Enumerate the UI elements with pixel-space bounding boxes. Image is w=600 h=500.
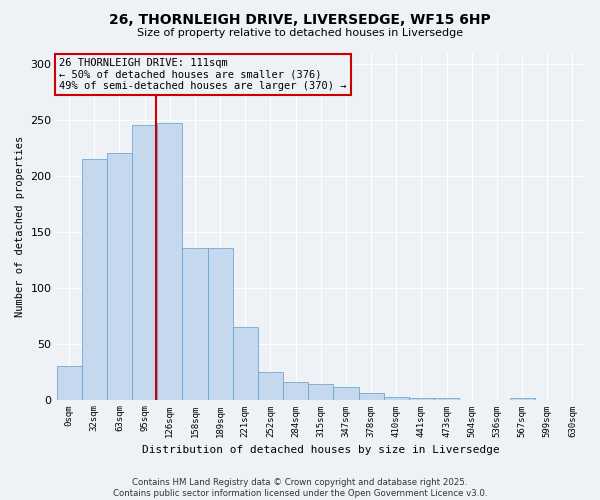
Bar — [107, 154, 132, 400]
Bar — [334, 387, 359, 400]
Bar — [56, 366, 82, 400]
Bar — [283, 382, 308, 400]
Text: Contains HM Land Registry data © Crown copyright and database right 2025.
Contai: Contains HM Land Registry data © Crown c… — [113, 478, 487, 498]
Bar — [157, 123, 182, 400]
Bar — [182, 248, 208, 400]
Bar — [383, 398, 409, 400]
Bar — [233, 327, 258, 400]
Bar — [409, 398, 434, 400]
Bar — [258, 372, 283, 400]
Text: 26, THORNLEIGH DRIVE, LIVERSEDGE, WF15 6HP: 26, THORNLEIGH DRIVE, LIVERSEDGE, WF15 6… — [109, 12, 491, 26]
Bar — [434, 398, 459, 400]
Bar — [82, 159, 107, 400]
X-axis label: Distribution of detached houses by size in Liversedge: Distribution of detached houses by size … — [142, 445, 500, 455]
Bar — [359, 393, 383, 400]
Bar — [132, 126, 157, 400]
Bar — [208, 248, 233, 400]
Bar — [308, 384, 334, 400]
Bar — [509, 398, 535, 400]
Y-axis label: Number of detached properties: Number of detached properties — [15, 136, 25, 316]
Text: Size of property relative to detached houses in Liversedge: Size of property relative to detached ho… — [137, 28, 463, 38]
Text: 26 THORNLEIGH DRIVE: 111sqm
← 50% of detached houses are smaller (376)
49% of se: 26 THORNLEIGH DRIVE: 111sqm ← 50% of det… — [59, 58, 347, 91]
